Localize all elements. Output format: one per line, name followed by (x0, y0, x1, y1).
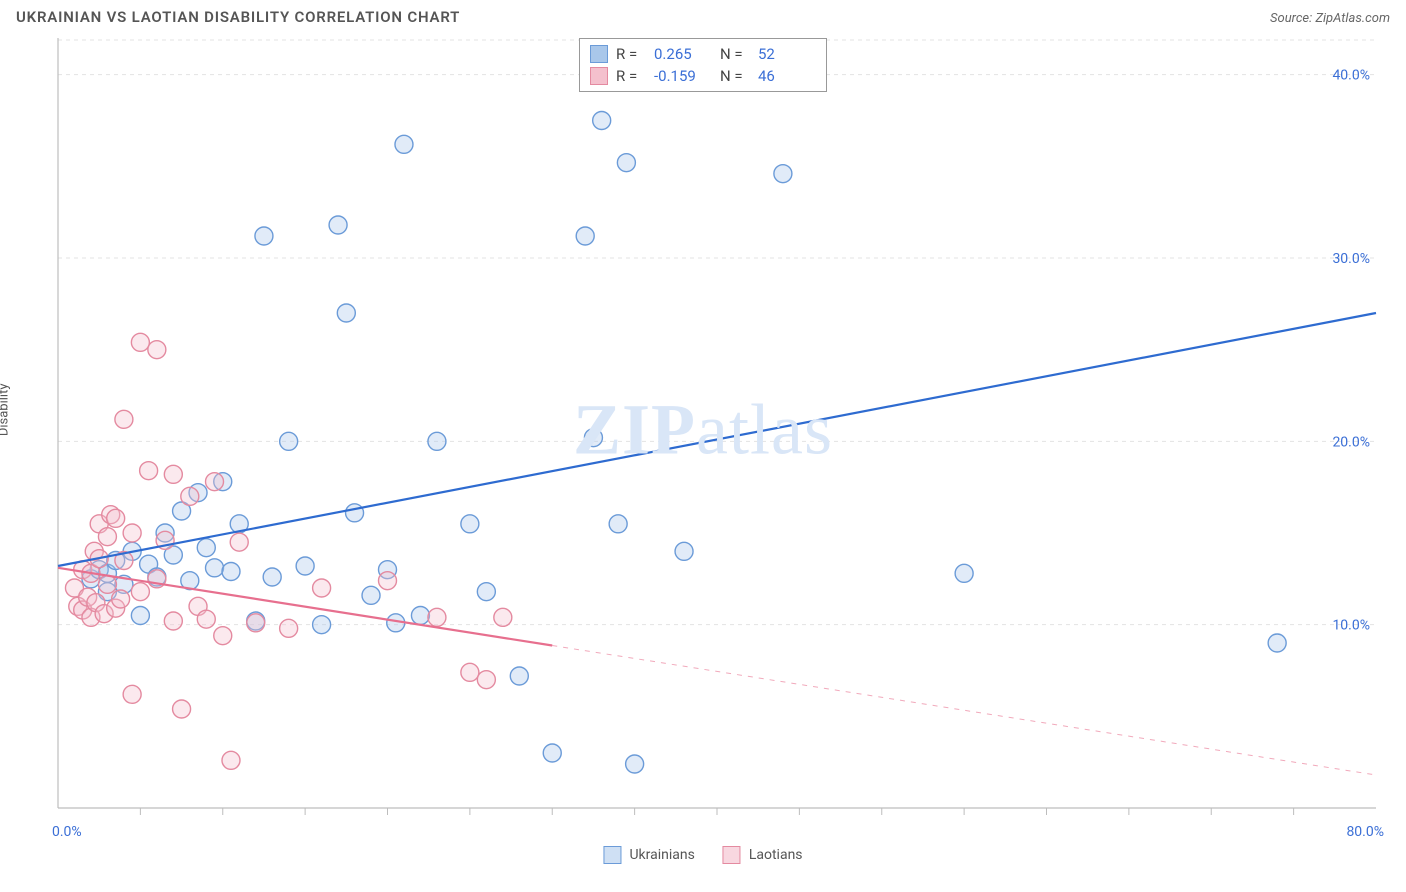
svg-text:20.0%: 20.0% (1332, 434, 1370, 450)
legend-item-laotians: Laotians (723, 846, 803, 864)
source-value: ZipAtlas.com (1315, 11, 1390, 26)
n-value-0: 52 (758, 45, 816, 63)
r-value-0: 0.265 (654, 45, 712, 63)
chart-title: UKRAINIAN VS LAOTIAN DISABILITY CORRELAT… (16, 8, 460, 26)
x-axis-last-label: 80.0% (1346, 824, 1384, 840)
svg-text:40.0%: 40.0% (1332, 68, 1370, 84)
r-label: R = (616, 45, 646, 63)
legend-stats-row-0: R = 0.265 N = 52 (590, 43, 816, 65)
legend-series: Ukrainians Laotians (603, 846, 802, 864)
source-label: Source: (1270, 11, 1312, 26)
swatch-icon (603, 846, 621, 864)
r-label: R = (616, 67, 646, 85)
legend-label: Ukrainians (629, 847, 694, 863)
scatter-chart: 10.0% 20.0% 30.0% 40.0% (12, 32, 1394, 878)
y-axis-label: Disability (0, 383, 12, 436)
swatch-ukrainians (590, 45, 608, 63)
legend-item-ukrainians: Ukrainians (603, 846, 694, 864)
legend-stats: R = 0.265 N = 52 R = -0.159 N = 46 (579, 38, 827, 92)
r-value-1: -0.159 (654, 67, 712, 85)
legend-label: Laotians (749, 847, 803, 863)
x-axis-first-label: 0.0% (52, 824, 82, 840)
header: UKRAINIAN VS LAOTIAN DISABILITY CORRELAT… (12, 8, 1394, 32)
n-value-1: 46 (758, 67, 816, 85)
swatch-laotians (590, 67, 608, 85)
chart-container: Disability ZIPatlas 10.0%20.0%30.0%40.0%… (12, 32, 1394, 878)
svg-text:10.0%: 10.0% (1332, 618, 1370, 634)
n-label: N = (720, 45, 750, 63)
swatch-icon (723, 846, 741, 864)
n-label: N = (720, 67, 750, 85)
legend-stats-row-1: R = -0.159 N = 46 (590, 65, 816, 87)
svg-text:30.0%: 30.0% (1332, 251, 1370, 267)
source-attribution: Source: ZipAtlas.com (1270, 11, 1390, 26)
